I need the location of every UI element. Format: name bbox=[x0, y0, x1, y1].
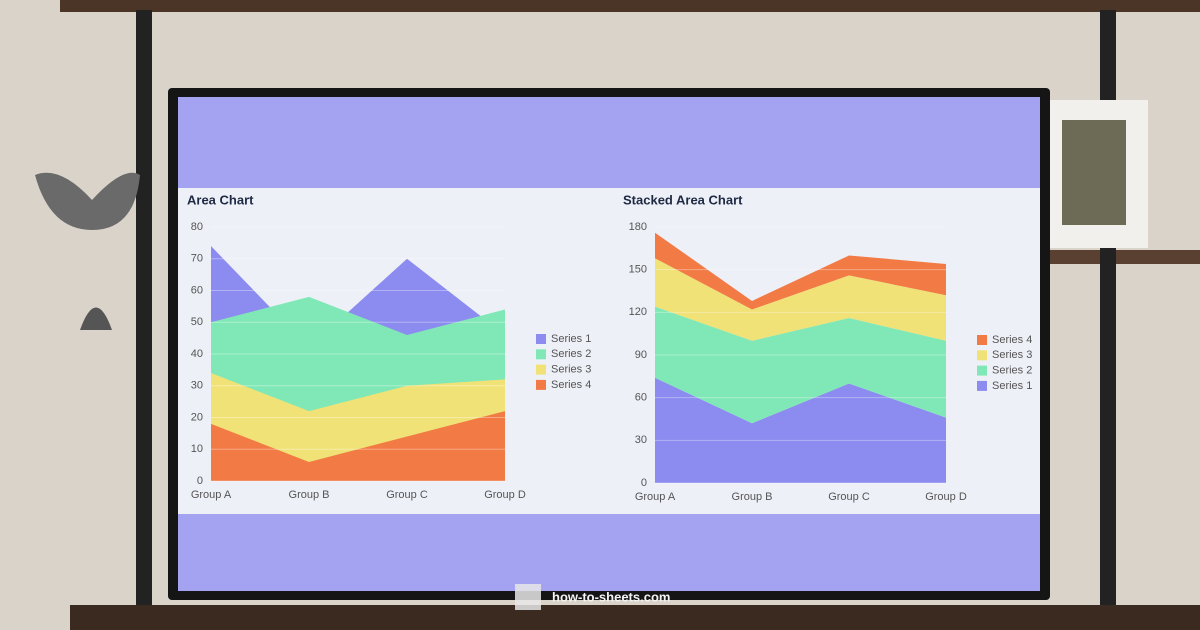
legend-label: Series 1 bbox=[551, 333, 591, 345]
photo bbox=[1062, 120, 1126, 225]
x-tick-label: Group B bbox=[732, 491, 773, 503]
legend-swatch bbox=[536, 379, 546, 390]
pipe bbox=[136, 10, 152, 630]
y-tick-label: 60 bbox=[191, 284, 203, 296]
y-tick-label: 10 bbox=[191, 443, 203, 455]
cabinet bbox=[70, 605, 1200, 630]
legend-swatch bbox=[977, 380, 987, 391]
y-tick-label: 30 bbox=[635, 434, 647, 446]
y-tick-label: 70 bbox=[191, 253, 203, 265]
area bbox=[211, 411, 505, 481]
y-tick-label: 180 bbox=[629, 221, 647, 233]
x-tick-label: Group C bbox=[828, 491, 870, 503]
chart-title: Area Chart bbox=[187, 192, 254, 207]
legend-label: Series 3 bbox=[992, 349, 1032, 361]
legend-swatch bbox=[977, 335, 987, 345]
legend-label: Series 2 bbox=[992, 365, 1032, 377]
legend-label: Series 4 bbox=[551, 379, 591, 391]
legend-swatch bbox=[536, 364, 546, 375]
x-tick-label: Group A bbox=[635, 491, 676, 503]
watermark: how-to-sheets.com bbox=[552, 589, 670, 604]
y-tick-label: 0 bbox=[197, 475, 203, 487]
y-tick-label: 80 bbox=[191, 221, 203, 233]
chart-title: Stacked Area Chart bbox=[623, 192, 743, 207]
shelf bbox=[1050, 250, 1200, 264]
legend-swatch bbox=[977, 365, 987, 376]
stacked-area bbox=[655, 232, 946, 310]
y-tick-label: 20 bbox=[191, 411, 203, 423]
legend-label: Series 2 bbox=[551, 348, 591, 360]
stacked-area bbox=[655, 377, 946, 483]
legend-label: Series 4 bbox=[992, 334, 1032, 346]
x-tick-label: Group C bbox=[386, 489, 428, 501]
y-tick-label: 30 bbox=[191, 380, 203, 392]
bell bbox=[80, 307, 112, 330]
stacked-area bbox=[655, 258, 946, 341]
legend-label: Series 3 bbox=[551, 364, 591, 376]
y-tick-label: 0 bbox=[641, 477, 647, 489]
y-tick-label: 60 bbox=[635, 392, 647, 404]
butterfly bbox=[35, 172, 140, 230]
x-tick-label: Group D bbox=[484, 489, 526, 501]
x-tick-label: Group D bbox=[925, 491, 967, 503]
charts: Area Chart 0 10 20 30 40 50 60 70 80 Group A Group … bbox=[187, 192, 1032, 502]
legend-swatch bbox=[536, 349, 546, 360]
y-tick-label: 120 bbox=[629, 306, 647, 318]
y-tick-label: 150 bbox=[629, 264, 647, 276]
stacked-area bbox=[655, 306, 946, 424]
x-tick-label: Group B bbox=[289, 489, 330, 501]
shelf bbox=[60, 0, 1200, 12]
legend-swatch bbox=[536, 334, 546, 344]
legend-swatch bbox=[977, 350, 987, 361]
y-tick-label: 40 bbox=[191, 348, 203, 360]
y-tick-label: 90 bbox=[635, 349, 647, 361]
watermark-icon bbox=[515, 584, 541, 610]
x-tick-label: Group A bbox=[191, 489, 232, 501]
legend-label: Series 1 bbox=[992, 380, 1032, 392]
y-tick-label: 50 bbox=[191, 316, 203, 328]
